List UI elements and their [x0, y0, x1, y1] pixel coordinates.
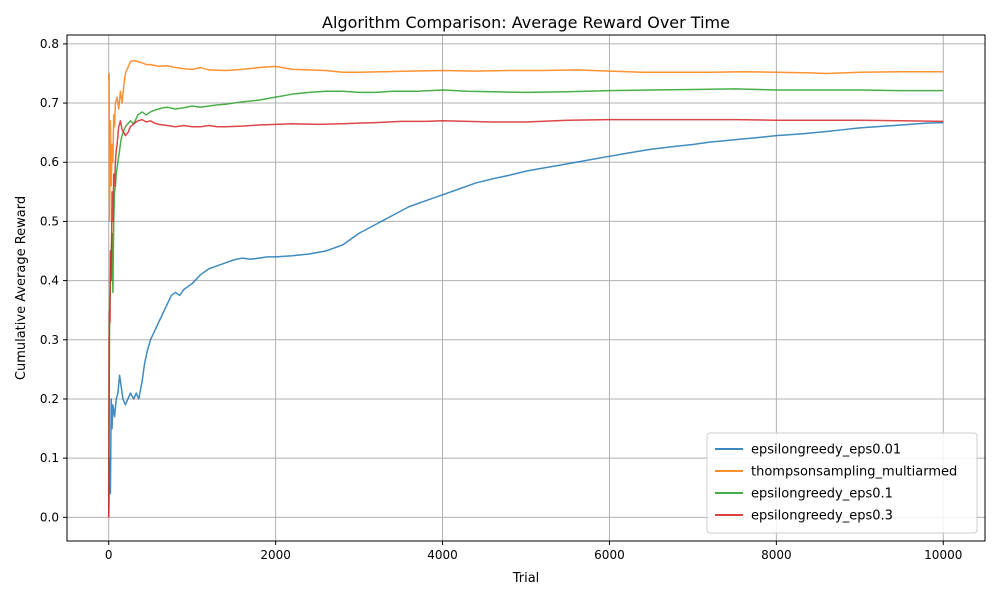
x-tick-label: 8000	[761, 548, 792, 562]
x-tick-label: 2000	[260, 548, 291, 562]
series-line-epsilongreedy_eps0.01	[107, 121, 944, 518]
y-tick-label: 0.3	[40, 333, 59, 347]
x-tick-label: 10000	[924, 548, 962, 562]
legend-box	[706, 432, 978, 534]
x-tick-label: 6000	[594, 548, 625, 562]
x-tick-label: 4000	[427, 548, 458, 562]
legend-label: epsilongreedy_eps0.1	[751, 487, 893, 502]
series-line-thompsonsampling_multiarmed	[107, 59, 944, 223]
x-tick-label: 0	[105, 548, 113, 562]
y-tick-label: 0.0	[40, 510, 59, 524]
legend-label: epsilongreedy_eps0.3	[751, 509, 893, 524]
y-axis-ticks: 0.0 0.1 0.2 0.3 0.4 0.5 0.6 0.7 0.8	[40, 37, 67, 524]
legend-label: thompsonsampling_multiarmed	[751, 465, 957, 480]
y-axis-label: Cumulative Average Reward	[14, 196, 29, 380]
x-axis-label: Trial	[512, 571, 540, 586]
y-tick-label: 0.6	[40, 155, 59, 169]
x-axis-ticks: 0 2000 4000 6000 8000 10000	[105, 541, 962, 562]
y-tick-label: 0.7	[40, 96, 59, 110]
legend-label: epsilongreedy_eps0.01	[751, 443, 901, 458]
chart-title: Algorithm Comparison: Average Reward Ove…	[322, 13, 730, 32]
grid	[67, 35, 985, 541]
y-tick-label: 0.4	[40, 274, 59, 288]
legend: epsilongreedy_eps0.01 thompsonsampling_mu…	[706, 432, 978, 534]
series-line-epsilongreedy_eps0.3	[107, 118, 944, 518]
y-tick-label: 0.8	[40, 37, 59, 51]
series-line-epsilongreedy_eps0.1	[107, 88, 944, 518]
y-tick-label: 0.1	[40, 451, 59, 465]
plot-frame	[66, 34, 986, 542]
y-tick-label: 0.2	[40, 392, 59, 406]
y-tick-label: 0.5	[40, 214, 59, 228]
series-lines	[107, 59, 944, 518]
